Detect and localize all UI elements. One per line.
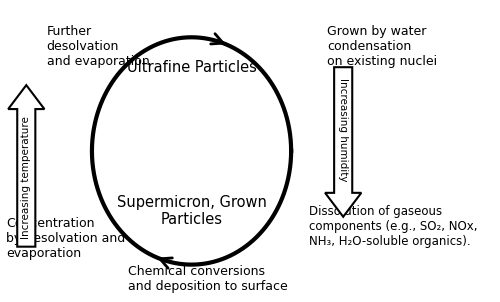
Text: Ultrafine Particles: Ultrafine Particles	[126, 60, 256, 75]
Text: Grown by water
condensation
on existing nuclei: Grown by water condensation on existing …	[328, 25, 438, 68]
Polygon shape	[325, 67, 362, 217]
Text: Increasing temperature: Increasing temperature	[22, 117, 32, 239]
Text: Dissolution of gaseous
components (e.g., SO₂, NOx,
NH₃, H₂O-soluble organics).: Dissolution of gaseous components (e.g.,…	[309, 205, 478, 248]
Text: Chemical conversions
and deposition to surface: Chemical conversions and deposition to s…	[128, 265, 288, 293]
Polygon shape	[8, 85, 44, 247]
Text: Further
desolvation
and evaporation: Further desolvation and evaporation	[46, 25, 150, 68]
Text: Increasing humidity: Increasing humidity	[338, 78, 348, 182]
Text: Concentration
by desolvation and
evaporation: Concentration by desolvation and evapora…	[6, 217, 125, 260]
Text: Supermicron, Grown
Particles: Supermicron, Grown Particles	[116, 194, 266, 227]
